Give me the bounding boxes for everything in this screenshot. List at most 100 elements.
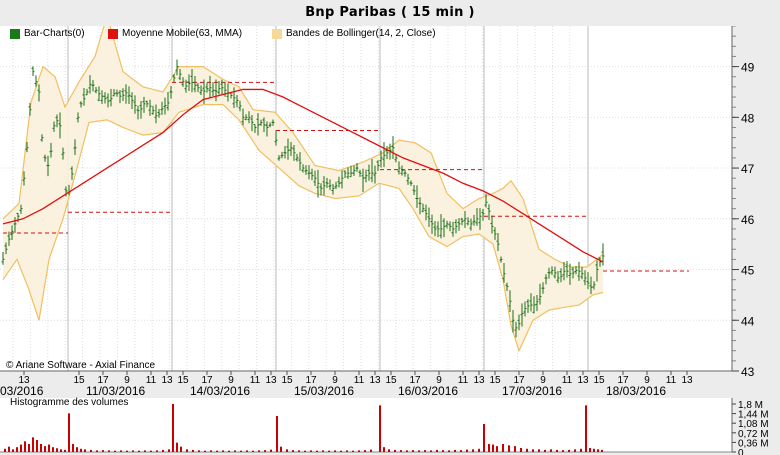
x-hour-label: 9 — [332, 375, 338, 386]
x-hour-label: 9 — [124, 375, 130, 386]
volume-bar — [544, 449, 546, 452]
volume-bar — [316, 450, 318, 452]
bollinger-fill — [3, 15, 603, 351]
x-date-label: 11/03/2016 — [86, 384, 145, 398]
volume-bar — [246, 450, 248, 452]
volume-bar — [102, 450, 104, 452]
x-hour-label: 15 — [593, 375, 605, 386]
volume-bar — [72, 444, 74, 452]
x-hour-label: 11 — [666, 375, 677, 386]
volume-panel-title: Histogramme des volumes — [10, 397, 129, 408]
volume-bar — [198, 450, 200, 452]
volume-bar — [601, 449, 603, 452]
volume-bar — [298, 450, 300, 452]
legend-label-bollinger: Bandes de Bollinger(14, 2, Close) — [286, 28, 436, 39]
x-hour-label: 11 — [354, 375, 365, 386]
volume-bar — [502, 444, 504, 452]
volume-bar — [276, 416, 278, 452]
volume-tick-label: 1,8 M — [738, 400, 763, 411]
volume-bar — [76, 447, 78, 452]
moving-average — [2, 88, 604, 263]
y-tick-label: 43 — [741, 365, 755, 379]
x-hour-label: 17 — [513, 375, 525, 386]
volume-bar — [156, 450, 158, 452]
time-x-axis: 13 15 17 9 11 13 15 17 9 11 13 15 17 9 11 13 15 17 9 11 13 15… — [0, 370, 732, 398]
volume-tick-label: 1,44 M — [738, 410, 769, 421]
volume-bar — [234, 450, 236, 452]
legend-label-ma: Moyenne Mobile(63, MMA) — [122, 28, 243, 39]
volume-bar — [358, 450, 360, 452]
volume-bar — [322, 450, 324, 452]
volume-bar — [580, 448, 582, 452]
x-hour-label: 15 — [281, 375, 293, 386]
volume-bar — [4, 448, 6, 452]
volume-bar — [538, 449, 540, 452]
volume-bar — [406, 450, 408, 452]
volume-bar — [496, 446, 498, 452]
legend-swatch-bollinger — [272, 28, 282, 39]
volume-bar — [240, 450, 242, 452]
volume-bar — [520, 448, 522, 452]
x-hour-label: 11 — [562, 375, 573, 386]
volume-bar — [48, 444, 50, 452]
volume-bar — [442, 450, 444, 452]
volume-bar — [24, 441, 26, 452]
volume-bar — [430, 450, 432, 452]
volume-bar — [400, 450, 402, 452]
bollinger-bands — [2, 13, 604, 353]
volume-bar — [120, 450, 122, 452]
volume-tick-label: 1,08 M — [738, 419, 769, 430]
volume-bar — [68, 413, 70, 452]
volume-bar — [8, 446, 10, 452]
volume-bar — [412, 450, 414, 452]
bollinger-upper-line — [2, 13, 604, 268]
x-hour-label: 13 — [577, 375, 589, 386]
x-hour-label: 15 — [489, 375, 501, 386]
volume-bar — [460, 450, 462, 452]
legend-moving-average[interactable]: Moyenne Mobile(63, MMA) — [108, 28, 242, 39]
x-hour-label: 13 — [473, 375, 485, 386]
volume-bar — [334, 450, 336, 452]
volume-bar — [280, 446, 282, 452]
volume-tick-label: 0,72 M — [738, 429, 769, 440]
x-hour-label: 11 — [458, 375, 469, 386]
x-hour-label: 11 — [146, 375, 157, 386]
volume-bar — [562, 450, 564, 452]
x-hour-label: 13 — [161, 375, 173, 386]
volume-tick-label: 0,36 M — [738, 438, 769, 449]
x-date-label: 15/03/2016 — [294, 384, 354, 398]
volume-bar — [28, 444, 30, 452]
legend-bollinger[interactable]: Bandes de Bollinger(14, 2, Close) — [272, 28, 436, 39]
x-date-label: 17/03/2016 — [502, 384, 562, 398]
volume-bar — [144, 450, 146, 452]
volume-bar — [270, 449, 272, 452]
x-hour-label: 13 — [265, 375, 277, 386]
volume-bar — [186, 449, 188, 452]
volume-bar — [418, 450, 420, 452]
volume-bar — [192, 449, 194, 452]
volume-bar — [346, 450, 348, 452]
legend-swatch-ma — [108, 28, 118, 39]
volume-bar — [20, 444, 22, 452]
x-hour-label: 17 — [409, 375, 421, 386]
x-hour-label: 17 — [201, 375, 213, 386]
price-y-axis: 43 44 45 46 47 48 49 — [731, 26, 755, 379]
volume-bar — [138, 450, 140, 452]
volume-bar — [383, 447, 385, 452]
volume-bar — [526, 448, 528, 452]
volume-bar — [388, 449, 390, 452]
x-date-label: 03/2016 — [0, 384, 44, 398]
volume-bar — [96, 450, 98, 452]
legend-bar-charts[interactable]: Bar-Charts(0) — [10, 28, 85, 39]
window-title: Bnp Paribas ( 15 min ) — [0, 0, 780, 26]
volume-bar — [436, 449, 438, 452]
volume-bar — [210, 450, 212, 452]
x-hour-label: 9 — [228, 375, 234, 386]
volume-bar — [597, 449, 599, 452]
volume-bar — [162, 449, 164, 452]
x-hour-label: 11 — [250, 375, 261, 386]
x-hour-label: 17 — [617, 375, 629, 386]
volume-bar — [589, 448, 591, 452]
copyright-text: © Ariane Software - Axial Finance — [6, 360, 156, 371]
